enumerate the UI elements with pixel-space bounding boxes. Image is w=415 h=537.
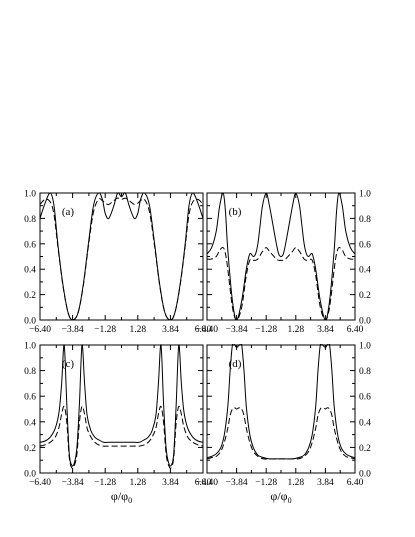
- figure-panels: −6.40 −3.84 −1.28 1.28 3.84 6.400.00.20.40.60…: [24, 190, 371, 506]
- y-tick-label: 1.0: [359, 190, 371, 200]
- y-tick-label: 0.8: [359, 215, 371, 225]
- x-tick-label: 6.40: [195, 325, 212, 335]
- x-tick-label: −3.84: [62, 478, 84, 488]
- x-tick-label: −6.40: [196, 325, 218, 335]
- x-tick-label: −3.84: [226, 325, 248, 335]
- x-tick-label: −1.28: [94, 478, 116, 488]
- panel-d: −6.40 −3.84 −1.28 1.28 3.84 6.400.00.20.40.60…: [196, 342, 371, 506]
- y-tick-label: 0.6: [359, 240, 371, 250]
- panel-label: (b): [229, 206, 242, 218]
- x-tick-label: 1.28: [129, 478, 146, 488]
- y-tick-label: 0.2: [24, 444, 36, 454]
- y-tick-label: 0.0: [24, 470, 36, 480]
- x-tick-label: −1.28: [255, 478, 277, 488]
- y-tick-label: 0.2: [359, 291, 371, 301]
- x-tick-label: 1.28: [129, 325, 146, 335]
- x-axis-title: φ/φ0: [270, 489, 291, 505]
- series-line-solid: [40, 192, 203, 321]
- y-tick-label: 0.0: [24, 317, 36, 327]
- x-axis-title-main: φ/φ: [270, 489, 287, 503]
- panel-label: (d): [229, 358, 242, 370]
- y-tick-label: 1.0: [24, 190, 36, 200]
- x-tick-label: −1.28: [255, 325, 277, 335]
- x-axis-title-subscript: 0: [128, 496, 132, 505]
- panel-b: −6.40 −3.84 −1.28 1.28 3.84 6.400.00.20.40.60…: [196, 190, 371, 336]
- x-axis-title-subscript: 0: [288, 496, 292, 505]
- x-tick-label: 1.28: [287, 478, 304, 488]
- y-tick-label: 0.8: [359, 367, 371, 377]
- x-tick-label: −6.40: [29, 325, 51, 335]
- y-tick-label: 0.0: [359, 317, 371, 327]
- x-tick-label: 6.40: [347, 325, 364, 335]
- y-tick-label: 0.2: [24, 291, 36, 301]
- panel-a: −6.40 −3.84 −1.28 1.28 3.84 6.40 0.0 0.2 0.4 0.6 0…: [24, 190, 211, 336]
- series-line-dashed: [207, 407, 355, 460]
- y-tick-label: 0.4: [24, 266, 36, 276]
- series-line-solid: [40, 344, 203, 467]
- x-tick-label: 3.84: [162, 478, 179, 488]
- y-tick-label: 0.8: [24, 215, 36, 225]
- y-tick-label: 0.4: [359, 266, 371, 276]
- x-axis-title-main: φ/φ: [111, 489, 128, 503]
- series-line-dashed: [207, 246, 355, 321]
- x-tick-label: 6.40: [195, 478, 212, 488]
- y-tick-label: 0.4: [24, 418, 36, 428]
- series-line-solid: [207, 192, 355, 321]
- y-tick-label: 0.6: [359, 393, 371, 403]
- y-tick-label: 1.0: [24, 342, 36, 352]
- y-tick-label: 0.2: [359, 444, 371, 454]
- y-tick-label: 0.6: [24, 393, 36, 403]
- x-axis-title: φ/φ0: [111, 489, 132, 505]
- series-line-dashed: [40, 405, 203, 469]
- y-tick-label: 1.0: [359, 342, 371, 352]
- y-tick-label: 0.0: [359, 470, 371, 480]
- x-tick-label: 3.84: [317, 325, 334, 335]
- y-tick-label: 0.6: [24, 240, 36, 250]
- y-tick-label: 0.4: [359, 418, 371, 428]
- y-tick-label: 0.8: [24, 367, 36, 377]
- x-tick-label: −1.28: [94, 325, 116, 335]
- x-tick-label: 6.40: [347, 478, 364, 488]
- x-tick-label: 3.84: [317, 478, 334, 488]
- x-tick-label: −3.84: [62, 325, 84, 335]
- x-tick-label: 1.28: [287, 325, 304, 335]
- x-tick-label: 3.84: [162, 325, 179, 335]
- panel-c: −6.40 −3.84 −1.28 1.28 3.84 6.40 0.0 0.2 0.4 0.6 0…: [24, 342, 211, 506]
- x-tick-label: −6.40: [196, 478, 218, 488]
- panel-label: (a): [62, 206, 75, 218]
- x-tick-label: −6.40: [29, 478, 51, 488]
- x-tick-label: −3.84: [226, 478, 248, 488]
- panel-label: (c): [62, 358, 75, 370]
